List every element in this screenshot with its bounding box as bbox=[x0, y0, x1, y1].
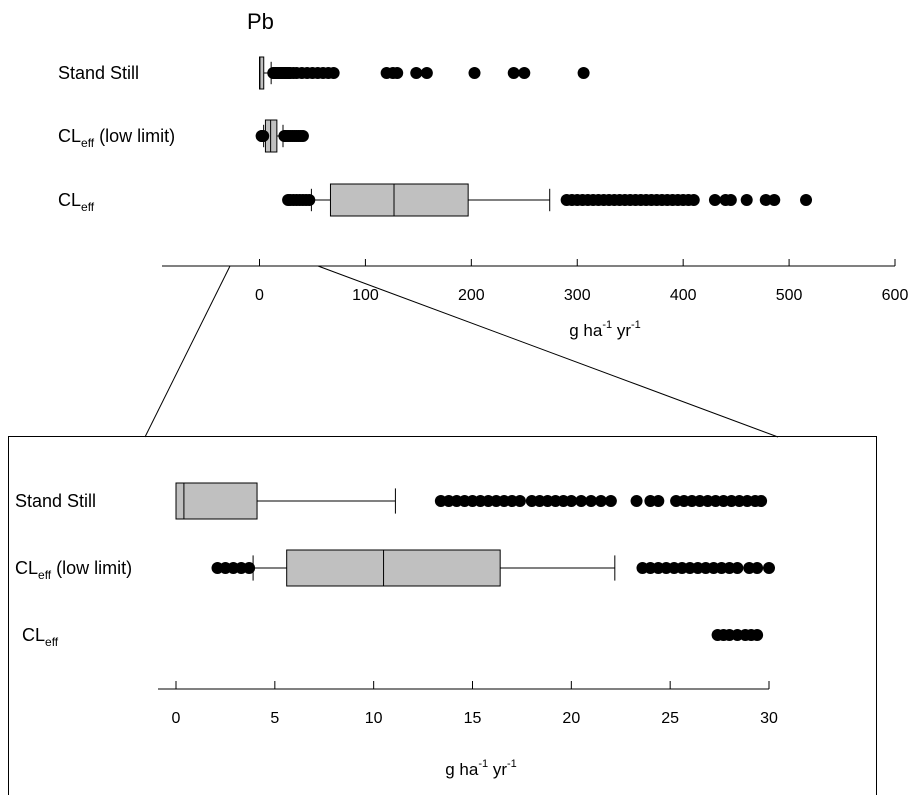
outlier-point bbox=[303, 194, 316, 206]
category-label: CLeff bbox=[58, 190, 95, 214]
outlier-point bbox=[604, 495, 617, 507]
zoom-connector-left bbox=[144, 265, 231, 438]
category-label-base: CL bbox=[15, 558, 38, 578]
x-tick-label: 0 bbox=[255, 287, 264, 304]
outlier-point bbox=[763, 562, 775, 574]
outlier-point bbox=[410, 67, 423, 79]
outlier-point bbox=[724, 194, 737, 206]
outlier-point bbox=[755, 495, 768, 507]
series-2: CLeff bbox=[22, 625, 764, 649]
outlier-point bbox=[751, 562, 764, 574]
category-label: CLeff (low limit) bbox=[15, 558, 132, 582]
outlier-point bbox=[687, 194, 700, 206]
x-tick-label: 500 bbox=[776, 287, 803, 304]
outlier-point bbox=[768, 194, 781, 206]
x-tick-label: 15 bbox=[464, 710, 482, 727]
x-tick-label: 10 bbox=[365, 710, 383, 727]
outlier-point bbox=[800, 194, 813, 206]
outlier-point bbox=[575, 495, 588, 507]
x-axis-label: g ha-1 yr-1 bbox=[445, 758, 517, 779]
x-axis-label-exponent: -1 bbox=[631, 319, 641, 331]
category-label-base: Stand Still bbox=[58, 63, 139, 83]
outlier-point bbox=[391, 67, 404, 79]
x-axis-label-exponent: -1 bbox=[507, 758, 517, 770]
outlier-point bbox=[751, 629, 764, 641]
x-tick-label: 5 bbox=[270, 710, 279, 727]
box-iqr bbox=[286, 549, 501, 587]
outlier-point bbox=[565, 495, 578, 507]
x-axis-label-base: g ha bbox=[445, 760, 479, 779]
x-tick-label: 25 bbox=[661, 710, 679, 727]
category-label-subscript: eff bbox=[81, 200, 95, 214]
x-tick-label: 100 bbox=[352, 287, 379, 304]
x-axis-label-base: g ha bbox=[569, 321, 603, 340]
category-label-base: CL bbox=[58, 190, 81, 210]
outlier-point bbox=[468, 67, 481, 79]
outlier-point bbox=[708, 194, 721, 206]
series-0: Stand Still bbox=[15, 482, 768, 520]
outlier-point bbox=[243, 562, 256, 574]
x-axis-label: g ha-1 yr-1 bbox=[569, 319, 641, 340]
category-label-subscript: eff bbox=[38, 568, 52, 582]
series-1: CLeff (low limit) bbox=[58, 119, 309, 153]
x-tick-label: 300 bbox=[564, 287, 591, 304]
category-label-base: Stand Still bbox=[15, 491, 96, 511]
box-iqr bbox=[175, 482, 258, 520]
x-tick-label: 0 bbox=[172, 710, 181, 727]
category-label-subscript: eff bbox=[81, 136, 95, 150]
x-tick-label: 30 bbox=[760, 710, 778, 727]
chart-title: Pb bbox=[247, 9, 274, 34]
series-0: Stand Still bbox=[58, 56, 590, 90]
outlier-point bbox=[518, 67, 531, 79]
x-tick-label: 20 bbox=[562, 710, 580, 727]
category-label-suffix: (low limit) bbox=[94, 126, 175, 146]
category-label: Stand Still bbox=[58, 63, 139, 83]
outlier-point bbox=[731, 562, 744, 574]
outlier-point bbox=[327, 67, 340, 79]
x-axis-label-unit: yr bbox=[488, 760, 507, 779]
outlier-point bbox=[630, 495, 643, 507]
x-tick-label: 600 bbox=[882, 287, 909, 304]
x-axis-label-exponent: -1 bbox=[478, 758, 488, 770]
category-label-subscript: eff bbox=[45, 635, 59, 649]
outlier-point bbox=[577, 67, 590, 79]
category-label-base: CL bbox=[58, 126, 81, 146]
category-label: CLeff (low limit) bbox=[58, 126, 175, 150]
x-tick-label: 200 bbox=[458, 287, 485, 304]
inset-frame bbox=[8, 436, 877, 800]
category-label-base: CL bbox=[22, 625, 45, 645]
series-2: CLeff bbox=[58, 183, 813, 217]
outlier-point bbox=[420, 67, 433, 79]
x-tick-label: 400 bbox=[670, 287, 697, 304]
outlier-point bbox=[585, 495, 598, 507]
outlier-point bbox=[507, 67, 520, 79]
category-label-suffix: (low limit) bbox=[51, 558, 132, 578]
outlier-point bbox=[594, 495, 607, 507]
x-axis-label-exponent: -1 bbox=[602, 319, 612, 331]
outlier-point bbox=[759, 194, 772, 206]
x-axis-label-unit: yr bbox=[612, 321, 631, 340]
outlier-point bbox=[652, 495, 665, 507]
series-1: CLeff (low limit) bbox=[15, 549, 775, 587]
outlier-point bbox=[257, 130, 270, 142]
category-label: Stand Still bbox=[15, 491, 96, 511]
outlier-point bbox=[740, 194, 753, 206]
category-label: CLeff bbox=[22, 625, 59, 649]
outlier-point bbox=[296, 130, 309, 142]
zoom-connector-right bbox=[317, 265, 779, 438]
outlier-point bbox=[513, 495, 526, 507]
box-iqr bbox=[329, 183, 469, 217]
